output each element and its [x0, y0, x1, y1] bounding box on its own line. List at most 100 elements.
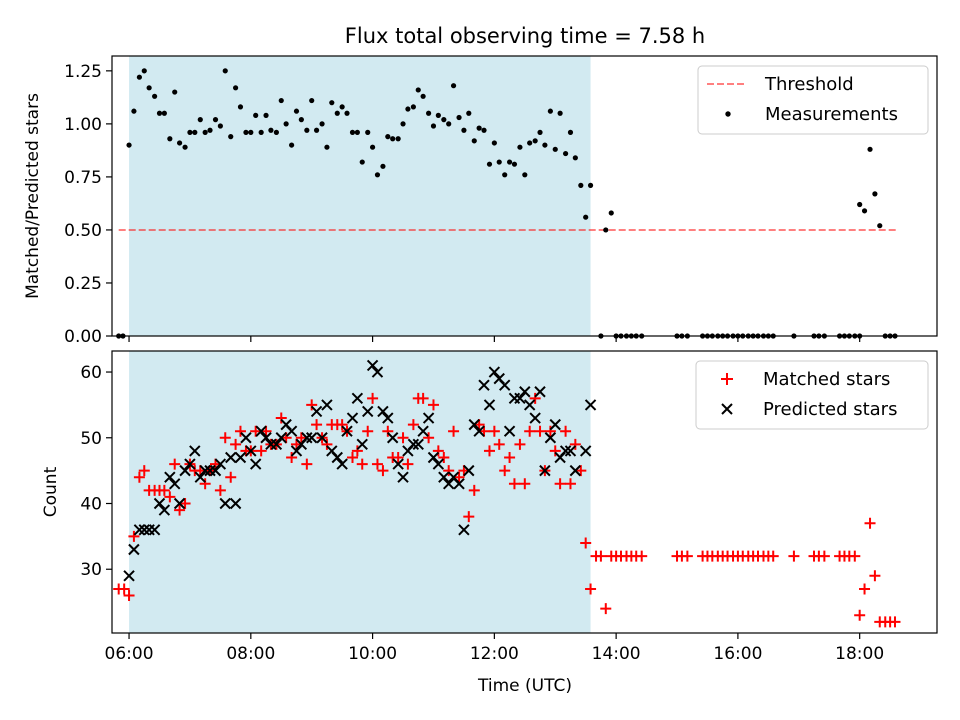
matched-star-point: [514, 438, 526, 450]
measurement-point: [877, 223, 883, 229]
measurement-point: [304, 127, 310, 133]
matched-star-point: [636, 550, 648, 562]
measurement-point: [319, 121, 325, 127]
measurement-point: [446, 121, 452, 127]
matched-star-point: [397, 432, 409, 444]
x-tick-label: 08:00: [226, 644, 275, 664]
chart-title: Flux total observing time = 7.58 h: [345, 24, 705, 48]
matched-star-point: [438, 451, 450, 463]
top-legend: Threshold Measurements: [697, 65, 929, 135]
predicted-star-point: [483, 399, 496, 411]
matched-star-point: [275, 412, 287, 424]
predicted-star-point: [169, 478, 181, 490]
measurement-point: [146, 85, 152, 91]
predicted-star-point: [453, 478, 465, 490]
matched-star-point: [681, 550, 693, 562]
predicted-star-point: [569, 464, 582, 477]
top-panel: 0.00 0.25 0.50 0.75 1.00 1.25 Matched/Predict…: [23, 55, 938, 347]
measurement-point: [232, 85, 239, 91]
measurement-point: [344, 110, 350, 116]
measurement-point: [207, 127, 213, 133]
measurement-point: [587, 182, 594, 188]
matched-star-point: [417, 392, 429, 404]
x-tick-label: 16:00: [713, 644, 762, 664]
measurements-points: [116, 68, 898, 339]
matched-star-point: [392, 451, 404, 463]
measurement-point: [867, 146, 873, 152]
measurement-point: [471, 138, 477, 144]
top-y-axis-label: Matched/Predicted stars: [23, 93, 43, 299]
measurement-point: [369, 144, 376, 150]
top-x-ticks: [128, 336, 861, 342]
matched-star-point: [468, 484, 480, 496]
predicted-star-point: [417, 425, 429, 437]
predicted-star-point: [245, 445, 257, 457]
measurement-point: [517, 144, 523, 150]
predicted-star-point: [240, 432, 252, 444]
predicted-star-point: [346, 412, 359, 424]
measurement-point: [187, 129, 193, 135]
bottom-panel: 30 40 50 60 06:00 08:00 10:00 12:00 14:00 16:00 1…: [41, 350, 938, 696]
measurement-point: [857, 201, 863, 208]
matched-star-point: [767, 550, 779, 562]
matched-star-point: [453, 471, 465, 483]
measurement-point: [197, 117, 203, 123]
matched-star-point: [849, 550, 861, 562]
measurement-point: [456, 114, 462, 121]
top-y-ticks: 0.00 0.25 0.50 0.75 1.00 1.25: [64, 62, 112, 347]
predicted-star-point: [503, 425, 516, 437]
measurement-point: [532, 138, 538, 144]
measurement-point: [156, 110, 163, 116]
predicted-star-point: [386, 432, 399, 444]
predicted-star-point: [412, 438, 424, 451]
predicted-star-point: [544, 432, 557, 444]
measurement-point: [217, 123, 223, 129]
measurement-point: [461, 127, 467, 133]
measurement-point: [502, 172, 508, 178]
measurement-point: [527, 140, 533, 146]
predicted-star-point: [427, 451, 440, 464]
measurement-point: [537, 129, 543, 135]
measurement-point: [603, 227, 609, 233]
predicted-star-point: [189, 445, 201, 457]
matched-star-point: [128, 530, 140, 542]
matched-star-point: [529, 392, 541, 404]
measurement-point: [861, 208, 868, 214]
predicted-star-point: [468, 418, 480, 431]
measurement-point: [359, 159, 365, 165]
measurement-point: [268, 127, 274, 133]
measurement-point: [547, 108, 553, 114]
bottom-x-ticks: 06:00 08:00 10:00 12:00 14:00 16:00 18:00: [105, 633, 884, 664]
observing-window-shade: [129, 56, 591, 336]
measurement-point: [126, 142, 132, 148]
predicted-star-point: [214, 458, 227, 470]
matched-star-point: [493, 438, 505, 450]
matched-star-point: [560, 425, 572, 437]
predicted-star-point: [478, 379, 490, 391]
predicted-star-point: [523, 399, 536, 411]
measurement-point: [309, 97, 315, 104]
matched-star-point: [600, 603, 612, 615]
y-tick-label: 1.00: [64, 115, 102, 135]
matched-star-point: [306, 399, 318, 411]
measurement-point: [313, 127, 320, 133]
matched-star-point: [214, 484, 226, 496]
matched-star-point: [346, 451, 358, 463]
measurement-point: [410, 104, 416, 110]
matched-star-point: [864, 517, 876, 529]
matched-star-point: [854, 609, 866, 621]
predicted-star-point: [442, 478, 455, 490]
matched-star-point: [250, 425, 262, 437]
measurement-point: [405, 106, 411, 112]
predicted-star-point: [463, 464, 475, 477]
y-tick-label: 0.75: [64, 168, 102, 188]
measurement-point: [167, 136, 173, 142]
measurement-point: [278, 97, 284, 104]
predicted-star-point: [392, 458, 404, 470]
measurement-point: [298, 117, 304, 123]
matched-star-point: [118, 583, 130, 595]
matched-star-point: [351, 445, 363, 457]
matched-star-point: [504, 451, 516, 463]
measurement-point: [237, 104, 244, 110]
matched-star-point: [225, 471, 237, 483]
